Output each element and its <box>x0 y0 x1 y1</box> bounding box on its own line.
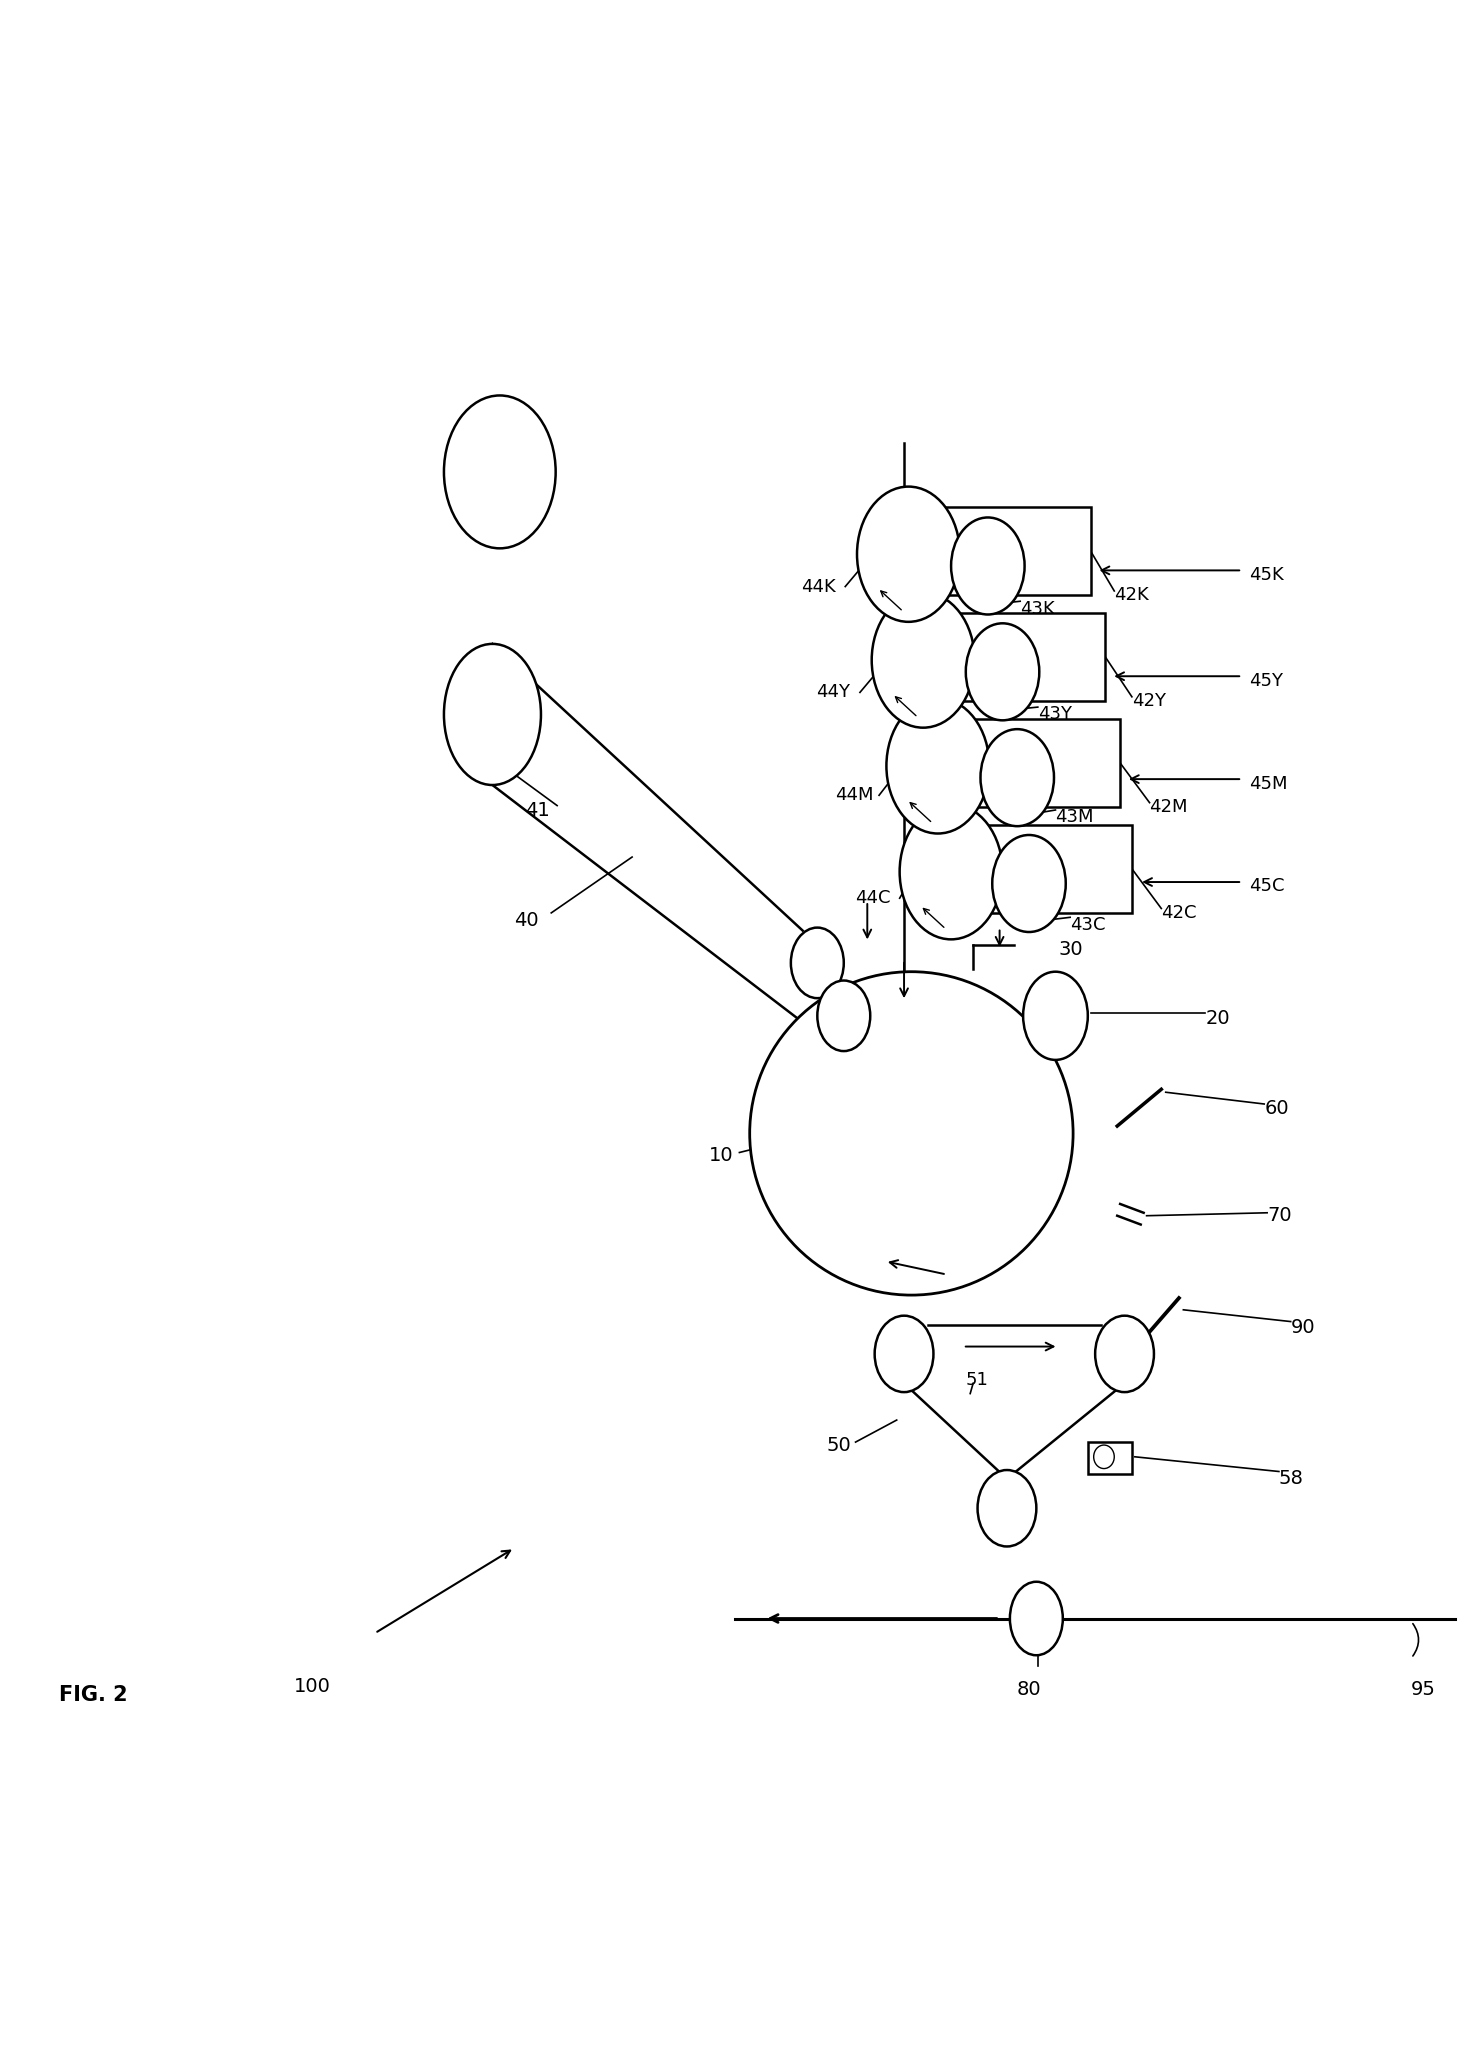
Text: 10: 10 <box>709 1146 734 1164</box>
Ellipse shape <box>966 622 1039 721</box>
Text: 95: 95 <box>1411 1680 1436 1698</box>
Ellipse shape <box>978 1469 1036 1546</box>
Text: 44M: 44M <box>835 787 873 804</box>
Text: 50: 50 <box>826 1437 851 1455</box>
Text: 45M: 45M <box>1250 775 1288 793</box>
Text: 70: 70 <box>1267 1206 1292 1224</box>
Text: 58: 58 <box>1279 1469 1304 1488</box>
Text: 44K: 44K <box>801 577 836 596</box>
Ellipse shape <box>875 1315 933 1391</box>
Ellipse shape <box>857 486 960 622</box>
Text: 51: 51 <box>966 1371 989 1389</box>
Text: 90: 90 <box>1291 1317 1316 1338</box>
Text: 42Y: 42Y <box>1132 692 1166 711</box>
Text: 60: 60 <box>1264 1099 1289 1117</box>
Text: FIG. 2: FIG. 2 <box>59 1684 128 1704</box>
Text: 100: 100 <box>294 1678 331 1696</box>
Text: 44C: 44C <box>856 888 891 907</box>
Text: 40: 40 <box>514 911 539 930</box>
Ellipse shape <box>1095 1315 1154 1391</box>
Ellipse shape <box>1094 1445 1114 1469</box>
Text: 43M: 43M <box>1055 808 1094 826</box>
Text: 43K: 43K <box>1020 600 1055 618</box>
Bar <box>944 507 1091 596</box>
Ellipse shape <box>900 804 1003 940</box>
Ellipse shape <box>951 517 1025 614</box>
Ellipse shape <box>444 396 556 548</box>
Ellipse shape <box>886 699 989 833</box>
Bar <box>958 612 1105 701</box>
Ellipse shape <box>992 835 1066 932</box>
Ellipse shape <box>1010 1581 1063 1655</box>
Ellipse shape <box>980 730 1054 826</box>
Text: 43C: 43C <box>1070 915 1105 934</box>
Text: 45K: 45K <box>1250 567 1285 583</box>
Text: 43Y: 43Y <box>1038 705 1072 723</box>
Ellipse shape <box>791 927 844 998</box>
Text: 20: 20 <box>1205 1010 1230 1028</box>
Ellipse shape <box>444 643 541 785</box>
Ellipse shape <box>817 981 870 1051</box>
Text: 42M: 42M <box>1150 798 1188 816</box>
Text: 42K: 42K <box>1114 587 1150 604</box>
Text: 45C: 45C <box>1250 878 1285 894</box>
Text: 30: 30 <box>1058 940 1083 958</box>
Bar <box>985 824 1132 913</box>
Ellipse shape <box>872 592 975 728</box>
Ellipse shape <box>750 971 1073 1294</box>
Bar <box>1088 1443 1132 1474</box>
Bar <box>973 719 1120 808</box>
Ellipse shape <box>1023 971 1088 1059</box>
Text: 44Y: 44Y <box>816 684 850 701</box>
Text: 42C: 42C <box>1161 905 1197 921</box>
Text: 45Y: 45Y <box>1250 672 1283 690</box>
Text: 80: 80 <box>1017 1680 1041 1698</box>
Text: 41: 41 <box>525 800 550 820</box>
